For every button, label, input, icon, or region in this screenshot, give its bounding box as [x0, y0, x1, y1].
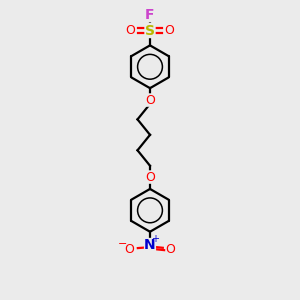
Text: O: O: [125, 24, 135, 37]
Text: O: O: [145, 94, 155, 106]
Text: O: O: [166, 243, 176, 256]
Text: S: S: [145, 23, 155, 38]
Text: O: O: [124, 243, 134, 256]
Text: O: O: [145, 170, 155, 184]
Text: O: O: [165, 24, 175, 37]
Text: F: F: [145, 8, 155, 22]
Text: −: −: [118, 239, 127, 249]
Text: N: N: [144, 238, 156, 252]
Text: +: +: [151, 234, 159, 244]
